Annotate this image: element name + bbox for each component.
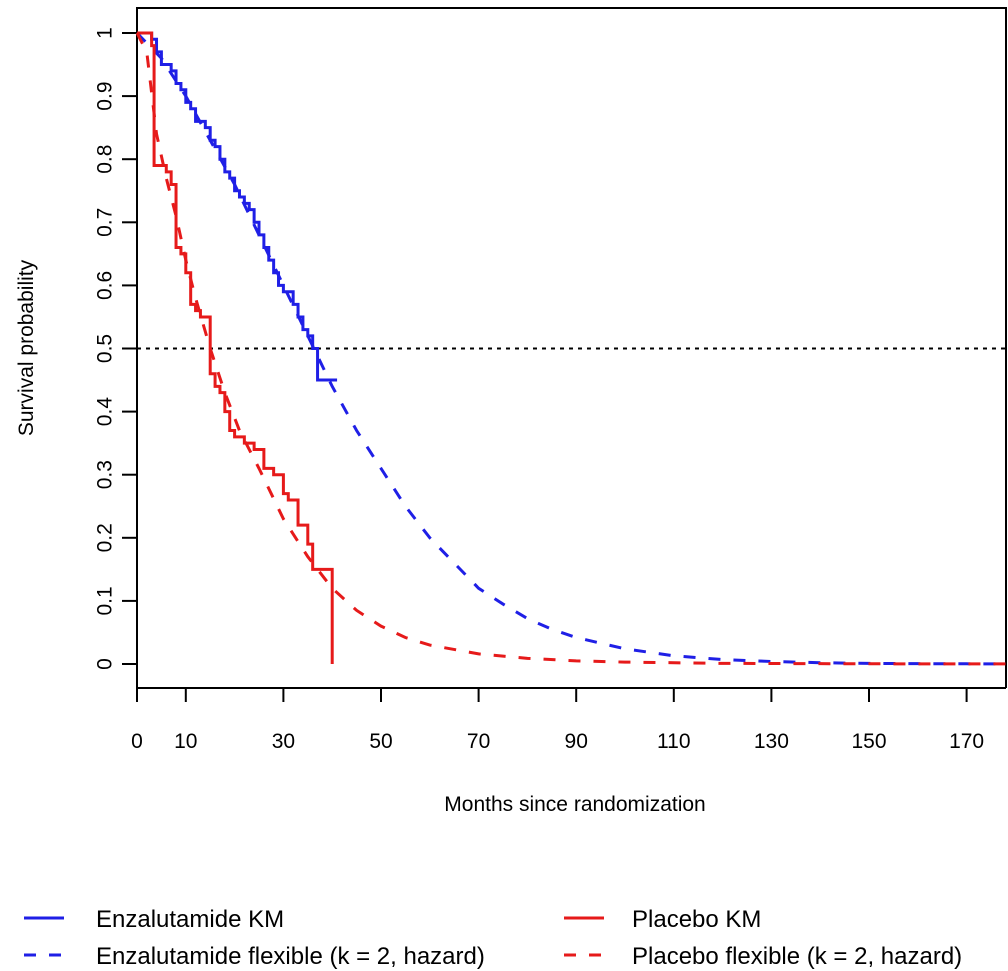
y-tick-label: 0.5 <box>93 334 116 363</box>
series-line-placebo-km <box>137 31 334 664</box>
y-tick-label: 1 <box>93 27 116 39</box>
legend-label-enzalutamide-km: Enzalutamide KM <box>96 906 284 933</box>
y-tick-label: 0 <box>93 658 116 670</box>
y-tick-label: 0.6 <box>93 271 116 300</box>
legend-label-placebo-flexible: Placebo flexible (k = 2, hazard) <box>632 943 962 970</box>
x-tick-label: 30 <box>272 730 295 753</box>
y-tick-label: 0.3 <box>93 460 116 489</box>
series-line-enzalutamide-km <box>137 31 338 382</box>
x-tick-label: 10 <box>174 730 197 753</box>
series-line-placebo-flexible-k-2-hazard <box>135 32 1008 666</box>
x-tick-label: 170 <box>949 730 984 753</box>
legend: Enzalutamide KM Enzalutamide flexible (k… <box>24 906 962 970</box>
y-axis: 0 0.1 0.2 0.3 0.4 0.5 0.6 0.7 0.8 0.9 1 <box>93 27 137 670</box>
series-layer <box>135 31 1008 666</box>
x-tick-label: 70 <box>467 730 490 753</box>
x-tick-label: 0 <box>131 730 143 753</box>
legend-label-placebo-km: Placebo KM <box>632 906 761 933</box>
x-tick-label: 150 <box>851 730 886 753</box>
y-tick-label: 0.7 <box>93 208 116 237</box>
legend-label-enzalutamide-flexible: Enzalutamide flexible (k = 2, hazard) <box>96 943 485 970</box>
x-tick-label: 90 <box>565 730 588 753</box>
y-tick-label: 0.2 <box>93 523 116 552</box>
x-tick-label: 50 <box>369 730 392 753</box>
x-tick-label: 130 <box>754 730 789 753</box>
y-tick-label: 0.4 <box>93 397 116 427</box>
x-axis-title: Months since randomization <box>444 793 705 816</box>
y-axis-title: Survival probability <box>15 259 38 436</box>
x-tick-label: 110 <box>657 730 690 753</box>
y-tick-label: 0.8 <box>93 145 116 174</box>
series-line-enzalutamide-flexible-k-2-hazard <box>135 31 1008 666</box>
y-tick-label: 0.9 <box>93 81 116 110</box>
y-tick-label: 0.1 <box>93 586 116 615</box>
x-axis: 0 10 30 50 70 90 110 130 150 170 <box>131 688 984 753</box>
